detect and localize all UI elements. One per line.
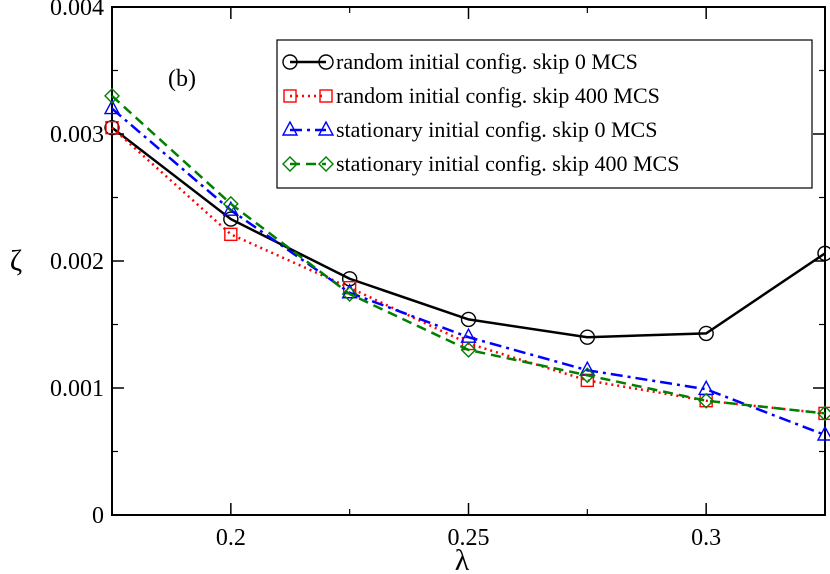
- ticks-layer: 0.2 0.25 0.3 0 0.001 0.002 0.003 0.004: [50, 0, 826, 551]
- data-point-series-2: [818, 406, 830, 421]
- y-tick-label: 0.001: [50, 376, 104, 402]
- legend: random initial config. skip 0 MCS random …: [276, 39, 813, 189]
- series-layer: [103, 87, 830, 441]
- data-point-series-1: [817, 245, 830, 262]
- data-point-series-4: [579, 367, 596, 384]
- legend-marker-3: [281, 120, 299, 136]
- data-point-series-2: [224, 227, 238, 242]
- y-tick-label: 0.003: [50, 122, 104, 148]
- y-axis-label: ζ: [10, 244, 22, 277]
- series-line-1: [111, 126, 826, 339]
- y-tick-label: 0: [92, 503, 104, 529]
- legend-marker-1: [318, 54, 334, 70]
- data-point-series-3: [222, 200, 240, 216]
- data-point-series-2: [105, 120, 119, 135]
- x-tick-label: 0.3: [691, 525, 721, 551]
- y-tick-label: 0.004: [50, 0, 104, 21]
- legend-label-3: stationary initial config. skip 0 MCS: [336, 117, 657, 142]
- data-point-series-1: [698, 325, 714, 342]
- legend-label-1: random initial config. skip 0 MCS: [336, 49, 638, 74]
- legend-marker-2: [283, 89, 297, 103]
- data-point-series-3: [816, 425, 830, 441]
- legend-marker-4: [318, 156, 334, 172]
- data-point-series-4: [698, 392, 715, 409]
- legend-marker-3: [317, 120, 335, 136]
- x-tick-label: 0.25: [448, 525, 490, 551]
- legend-marker-1: [282, 54, 298, 70]
- data-point-series-1: [223, 211, 239, 227]
- legend-marker-2: [319, 89, 333, 103]
- data-point-series-4: [460, 341, 477, 358]
- panel-label: (b): [168, 66, 196, 92]
- legend-marker-4: [282, 156, 298, 172]
- series-line-4: [111, 94, 826, 415]
- legend-label-4: stationary initial config. skip 400 MCS: [336, 151, 679, 176]
- x-tick-label: 0.2: [216, 525, 246, 551]
- data-point-series-1: [579, 329, 596, 345]
- data-point-series-1: [460, 311, 477, 328]
- data-point-series-4: [222, 195, 239, 212]
- y-tick-label: 0.002: [50, 249, 104, 275]
- legend-box: [276, 39, 813, 189]
- data-point-series-1: [104, 119, 120, 136]
- data-point-series-4: [104, 87, 120, 104]
- x-axis-label: λ: [455, 544, 470, 574]
- legend-label-2: random initial config. skip 400 MCS: [336, 83, 660, 108]
- data-point-series-3: [103, 99, 121, 115]
- data-point-series-4: [341, 286, 358, 303]
